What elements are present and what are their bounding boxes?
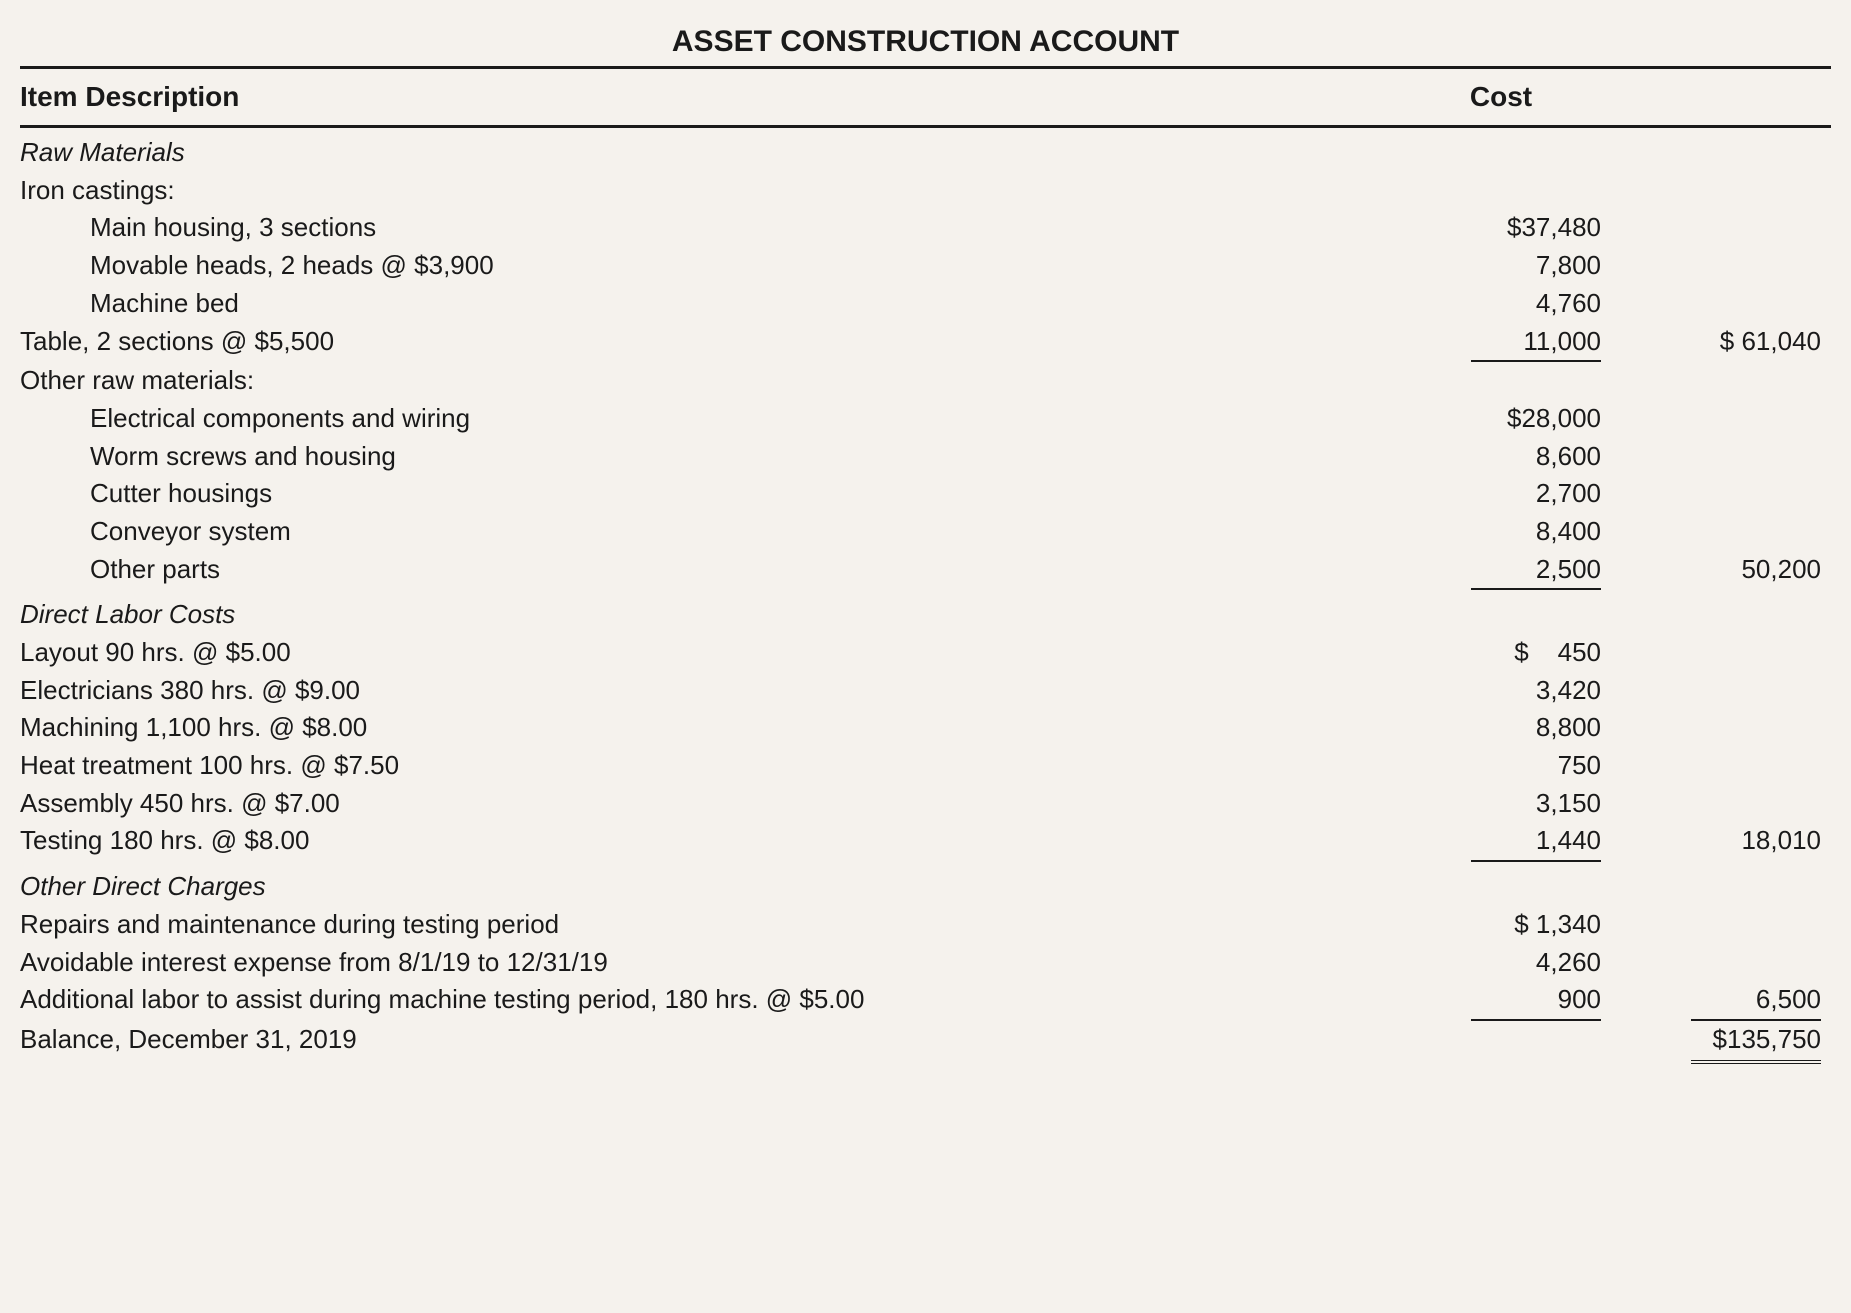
table-row: Balance, December 31, 2019 $135,750 xyxy=(20,1021,1831,1064)
table-row: Iron castings: xyxy=(20,172,1831,210)
line-cost-detail: $28,000 xyxy=(1391,400,1611,438)
balance-label: Balance, December 31, 2019 xyxy=(20,1021,1391,1059)
table-row: Machining 1,100 hrs. @ $8.00 8,800 xyxy=(20,709,1831,747)
line-cost-detail: 4,260 xyxy=(1391,944,1611,982)
line-desc: Electricians 380 hrs. @ $9.00 xyxy=(20,672,1391,710)
header-cost: Cost xyxy=(1391,77,1611,118)
table-row: Avoidable interest expense from 8/1/19 t… xyxy=(20,944,1831,982)
line-cost-detail: 8,800 xyxy=(1391,709,1611,747)
balance-total: $135,750 xyxy=(1611,1021,1831,1064)
line-cost-detail: 7,800 xyxy=(1391,247,1611,285)
line-cost-total: 18,010 xyxy=(1611,822,1831,860)
table-row: Direct Labor Costs xyxy=(20,590,1831,634)
line-desc: Table, 2 sections @ $5,500 xyxy=(20,323,1391,361)
line-desc: Other parts xyxy=(20,551,1391,589)
table-row: Testing 180 hrs. @ $8.00 1,440 18,010 xyxy=(20,822,1831,862)
line-desc: Repairs and maintenance during testing p… xyxy=(20,906,1391,944)
line-desc: Heat treatment 100 hrs. @ $7.50 xyxy=(20,747,1391,785)
table-row: Repairs and maintenance during testing p… xyxy=(20,906,1831,944)
group-other-raw: Other raw materials: xyxy=(20,362,1391,400)
line-cost-detail: 750 xyxy=(1391,747,1611,785)
line-cost-detail: 3,150 xyxy=(1391,785,1611,823)
table-row: Machine bed 4,760 xyxy=(20,285,1831,323)
line-cost-detail: 1,440 xyxy=(1391,822,1611,862)
line-desc: Machining 1,100 hrs. @ $8.00 xyxy=(20,709,1391,747)
header-item-description: Item Description xyxy=(20,77,1391,118)
line-desc: Electrical components and wiring xyxy=(20,400,1391,438)
asset-construction-table: ASSET CONSTRUCTION ACCOUNT Item Descript… xyxy=(20,20,1831,1064)
line-desc: Layout 90 hrs. @ $5.00 xyxy=(20,634,1391,672)
table-row: Assembly 450 hrs. @ $7.00 3,150 xyxy=(20,785,1831,823)
line-desc: Machine bed xyxy=(20,285,1391,323)
line-cost-detail: 8,400 xyxy=(1391,513,1611,551)
table-header-row: Item Description Cost xyxy=(20,69,1831,129)
line-cost-detail: $37,480 xyxy=(1391,209,1611,247)
line-cost-total: $ 61,040 xyxy=(1611,323,1831,361)
table-row: Layout 90 hrs. @ $5.00 $ 450 xyxy=(20,634,1831,672)
table-row: Raw Materials xyxy=(20,128,1831,172)
line-cost-detail: $ 1,340 xyxy=(1391,906,1611,944)
table-row: Table, 2 sections @ $5,500 11,000 $ 61,0… xyxy=(20,323,1831,363)
table-title: ASSET CONSTRUCTION ACCOUNT xyxy=(20,20,1831,69)
line-cost-detail: 8,600 xyxy=(1391,438,1611,476)
line-cost-detail: 2,500 xyxy=(1391,551,1611,591)
table-row: Electrical components and wiring $28,000 xyxy=(20,400,1831,438)
table-row: Main housing, 3 sections $37,480 xyxy=(20,209,1831,247)
table-row: Other raw materials: xyxy=(20,362,1831,400)
table-row: Worm screws and housing 8,600 xyxy=(20,438,1831,476)
line-desc: Testing 180 hrs. @ $8.00 xyxy=(20,822,1391,860)
section-other-direct: Other Direct Charges xyxy=(20,862,1391,906)
group-iron-castings: Iron castings: xyxy=(20,172,1391,210)
line-cost-detail: 3,420 xyxy=(1391,672,1611,710)
line-desc: Worm screws and housing xyxy=(20,438,1391,476)
line-desc: Movable heads, 2 heads @ $3,900 xyxy=(20,247,1391,285)
table-row: Movable heads, 2 heads @ $3,900 7,800 xyxy=(20,247,1831,285)
line-cost-total: 6,500 xyxy=(1611,981,1831,1021)
table-row: Other parts 2,500 50,200 xyxy=(20,551,1831,591)
line-cost-detail: $ 450 xyxy=(1391,634,1611,672)
table-row: Additional labor to assist during machin… xyxy=(20,981,1831,1021)
section-direct-labor: Direct Labor Costs xyxy=(20,590,1391,634)
table-row: Electricians 380 hrs. @ $9.00 3,420 xyxy=(20,672,1831,710)
line-desc: Assembly 450 hrs. @ $7.00 xyxy=(20,785,1391,823)
line-desc: Avoidable interest expense from 8/1/19 t… xyxy=(20,944,1391,982)
line-cost-total: 50,200 xyxy=(1611,551,1831,589)
section-raw-materials: Raw Materials xyxy=(20,128,1391,172)
table-row: Conveyor system 8,400 xyxy=(20,513,1831,551)
line-cost-detail: 900 xyxy=(1391,981,1611,1021)
line-desc: Main housing, 3 sections xyxy=(20,209,1391,247)
line-desc: Cutter housings xyxy=(20,475,1391,513)
table-row: Cutter housings 2,700 xyxy=(20,475,1831,513)
line-desc: Conveyor system xyxy=(20,513,1391,551)
line-cost-detail: 11,000 xyxy=(1391,323,1611,363)
line-cost-detail: 2,700 xyxy=(1391,475,1611,513)
table-row: Other Direct Charges xyxy=(20,862,1831,906)
table-row: Heat treatment 100 hrs. @ $7.50 750 xyxy=(20,747,1831,785)
line-cost-detail: 4,760 xyxy=(1391,285,1611,323)
line-desc: Additional labor to assist during machin… xyxy=(20,981,1391,1019)
